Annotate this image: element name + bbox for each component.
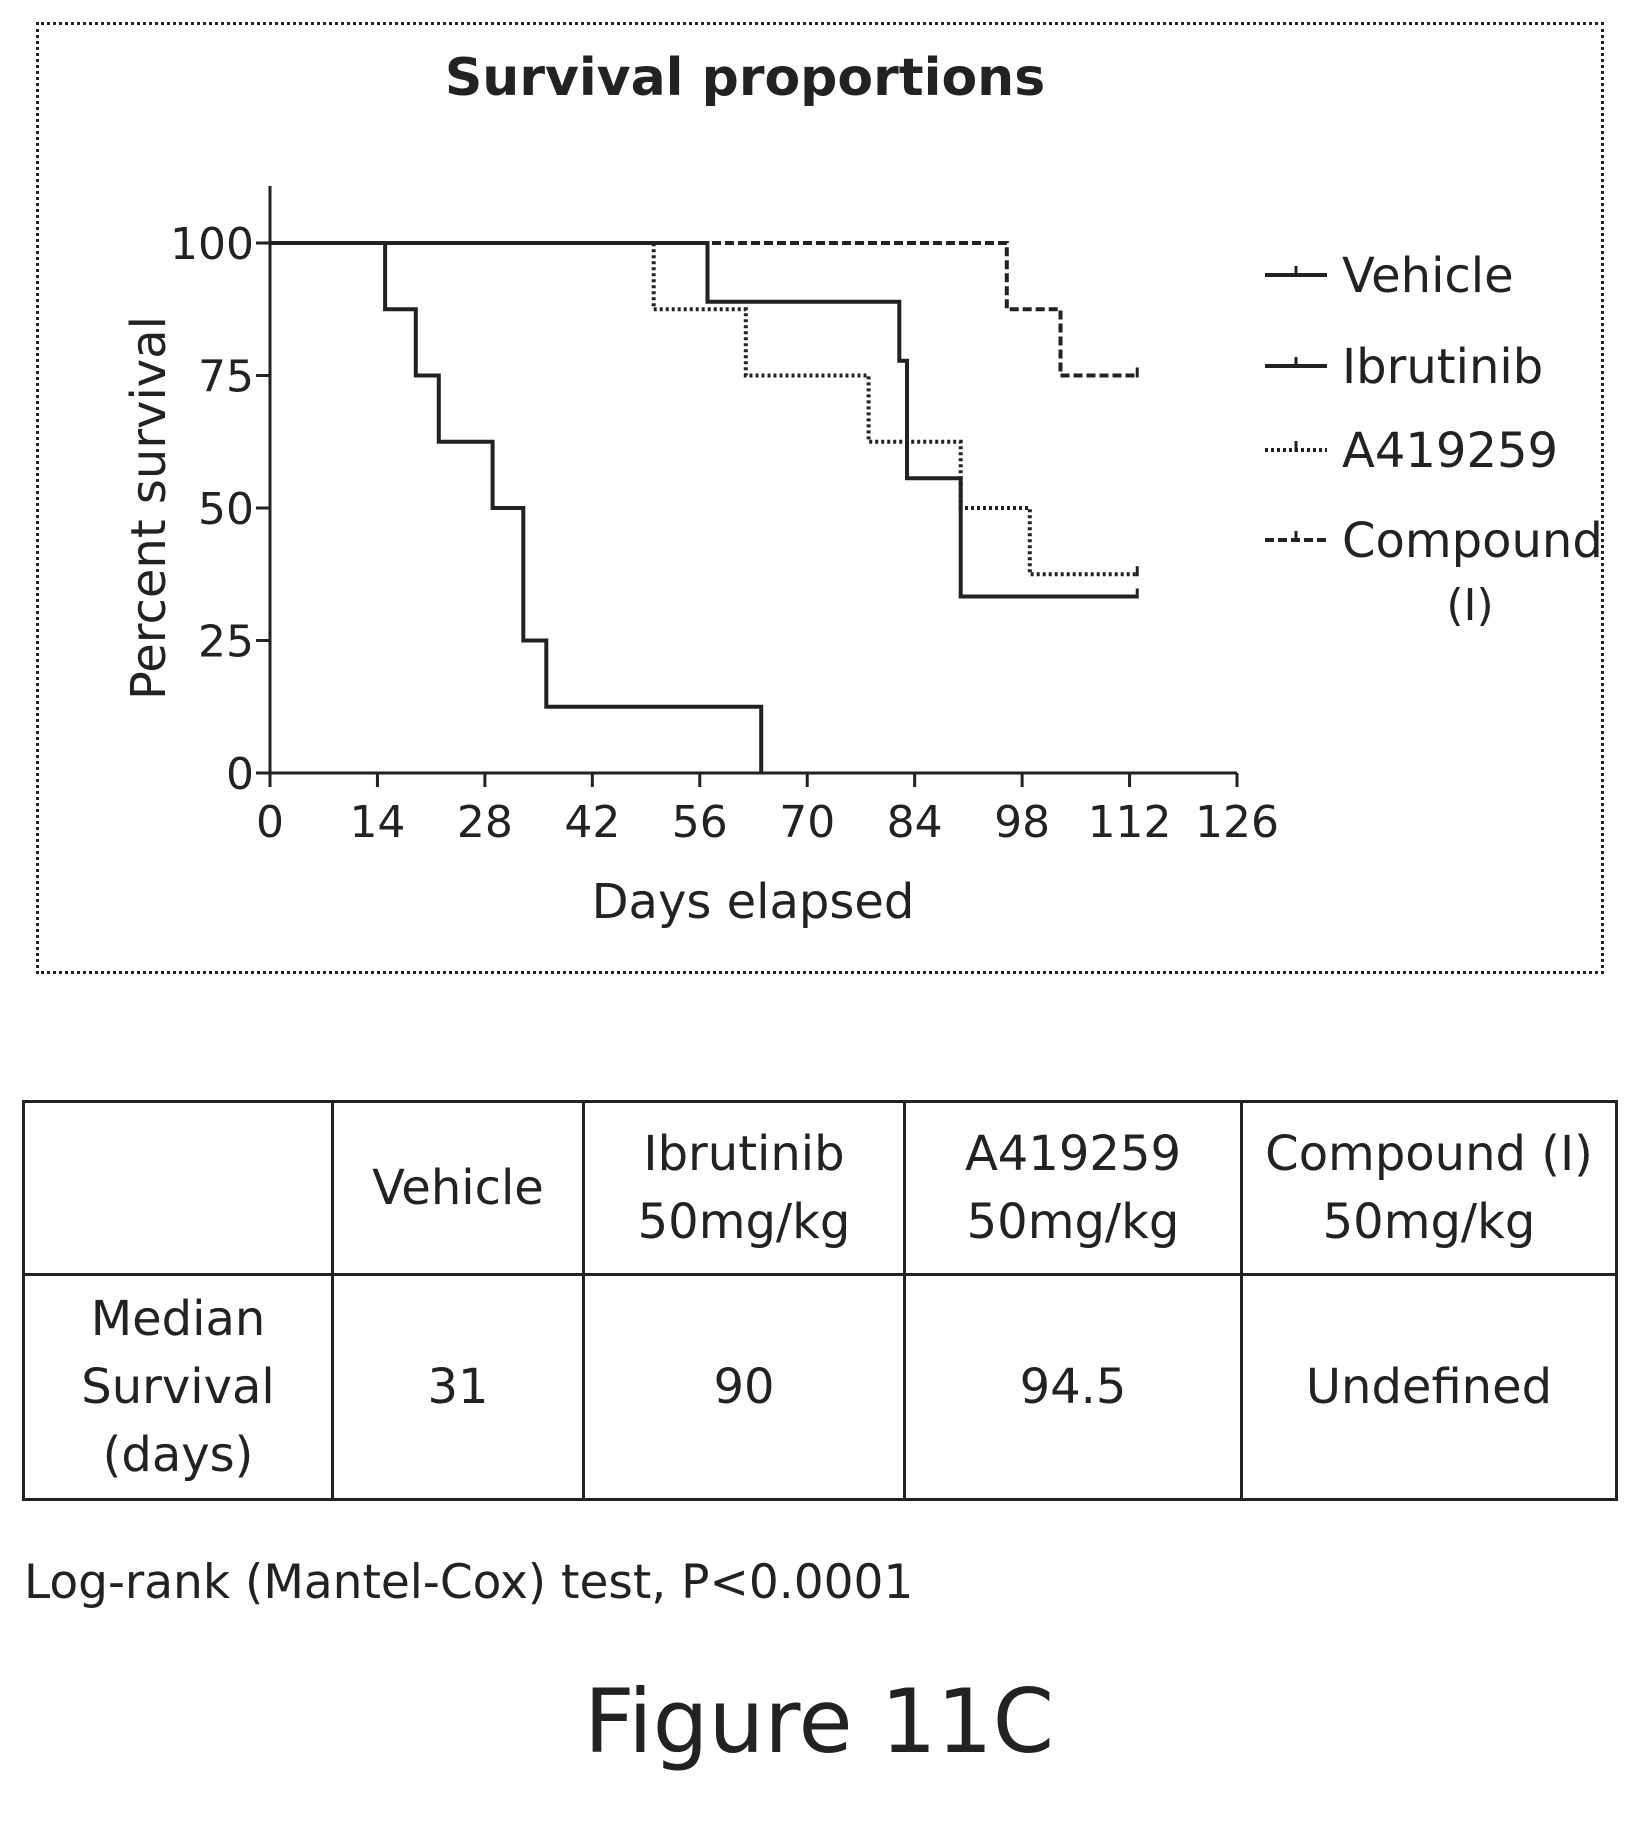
legend-label: Vehicle [1342,248,1514,304]
table-header-row: Vehicle Ibrutinib 50mg/kg A419259 50mg/k… [22,1100,1618,1276]
legend-label: Compound [1342,513,1603,569]
median-survival-table: Vehicle Ibrutinib 50mg/kg A419259 50mg/k… [22,1100,1618,1501]
y-tick-label: 100 [170,219,254,270]
statistical-test-note: Log-rank (Mantel-Cox) test, P<0.0001 [24,1555,914,1610]
x-tick-label: 98 [994,797,1050,848]
y-tick-label: 25 [198,617,254,668]
y-tick-label: 50 [198,484,254,535]
table-header-cell: Vehicle [331,1100,585,1276]
table-header-cell [22,1100,334,1276]
survival-chart: Survival proportions 0 25 50 75 100 0 14 28 42 56 7… [121,48,1603,930]
table-header-cell: Compound (I) 50mg/kg [1240,1100,1618,1276]
figure-label: Figure 11C [583,1670,1055,1773]
x-tick-label: 28 [457,797,513,848]
x-tick-label: 112 [1088,797,1172,848]
x-tick-label: 14 [349,797,405,848]
x-tick-label: 42 [564,797,620,848]
y-tick-label: 0 [226,749,254,800]
y-axis-label: Percent survival [121,316,177,700]
series-line-ibrutinib [270,241,1138,599]
legend-label: A419259 [1342,423,1558,479]
chart-frame [36,22,1604,974]
legend-label: Ibrutinib [1342,339,1543,395]
x-tick-label: 126 [1195,797,1279,848]
table-header-cell: A419259 50mg/kg [903,1100,1243,1276]
series-line-compound-i [270,241,1138,378]
x-tick-label: 84 [887,797,943,848]
x-tick-label: 70 [779,797,835,848]
table-header-cell: Ibrutinib 50mg/kg [582,1100,906,1276]
legend-label: (I) [1446,580,1493,631]
x-tick-label: 0 [256,797,284,848]
table-row: Median Survival (days) 31 90 94.5 Undefi… [22,1273,1618,1501]
chart-title: Survival proportions [445,48,1045,108]
series-line-a419259 [270,241,1138,577]
table-row-label: Median Survival (days) [22,1273,334,1501]
table-cell: 31 [331,1273,585,1501]
series-line-vehicle [270,241,764,773]
median-survival-table-container: Vehicle Ibrutinib 50mg/kg A419259 50mg/k… [22,1100,1618,1501]
table-cell: Undefined [1240,1273,1618,1501]
x-tick-label: 56 [672,797,728,848]
table-cell: 94.5 [903,1273,1243,1501]
y-tick-label: 75 [198,352,254,403]
table-cell: 90 [582,1273,906,1501]
x-axis-label: Days elapsed [592,874,915,930]
